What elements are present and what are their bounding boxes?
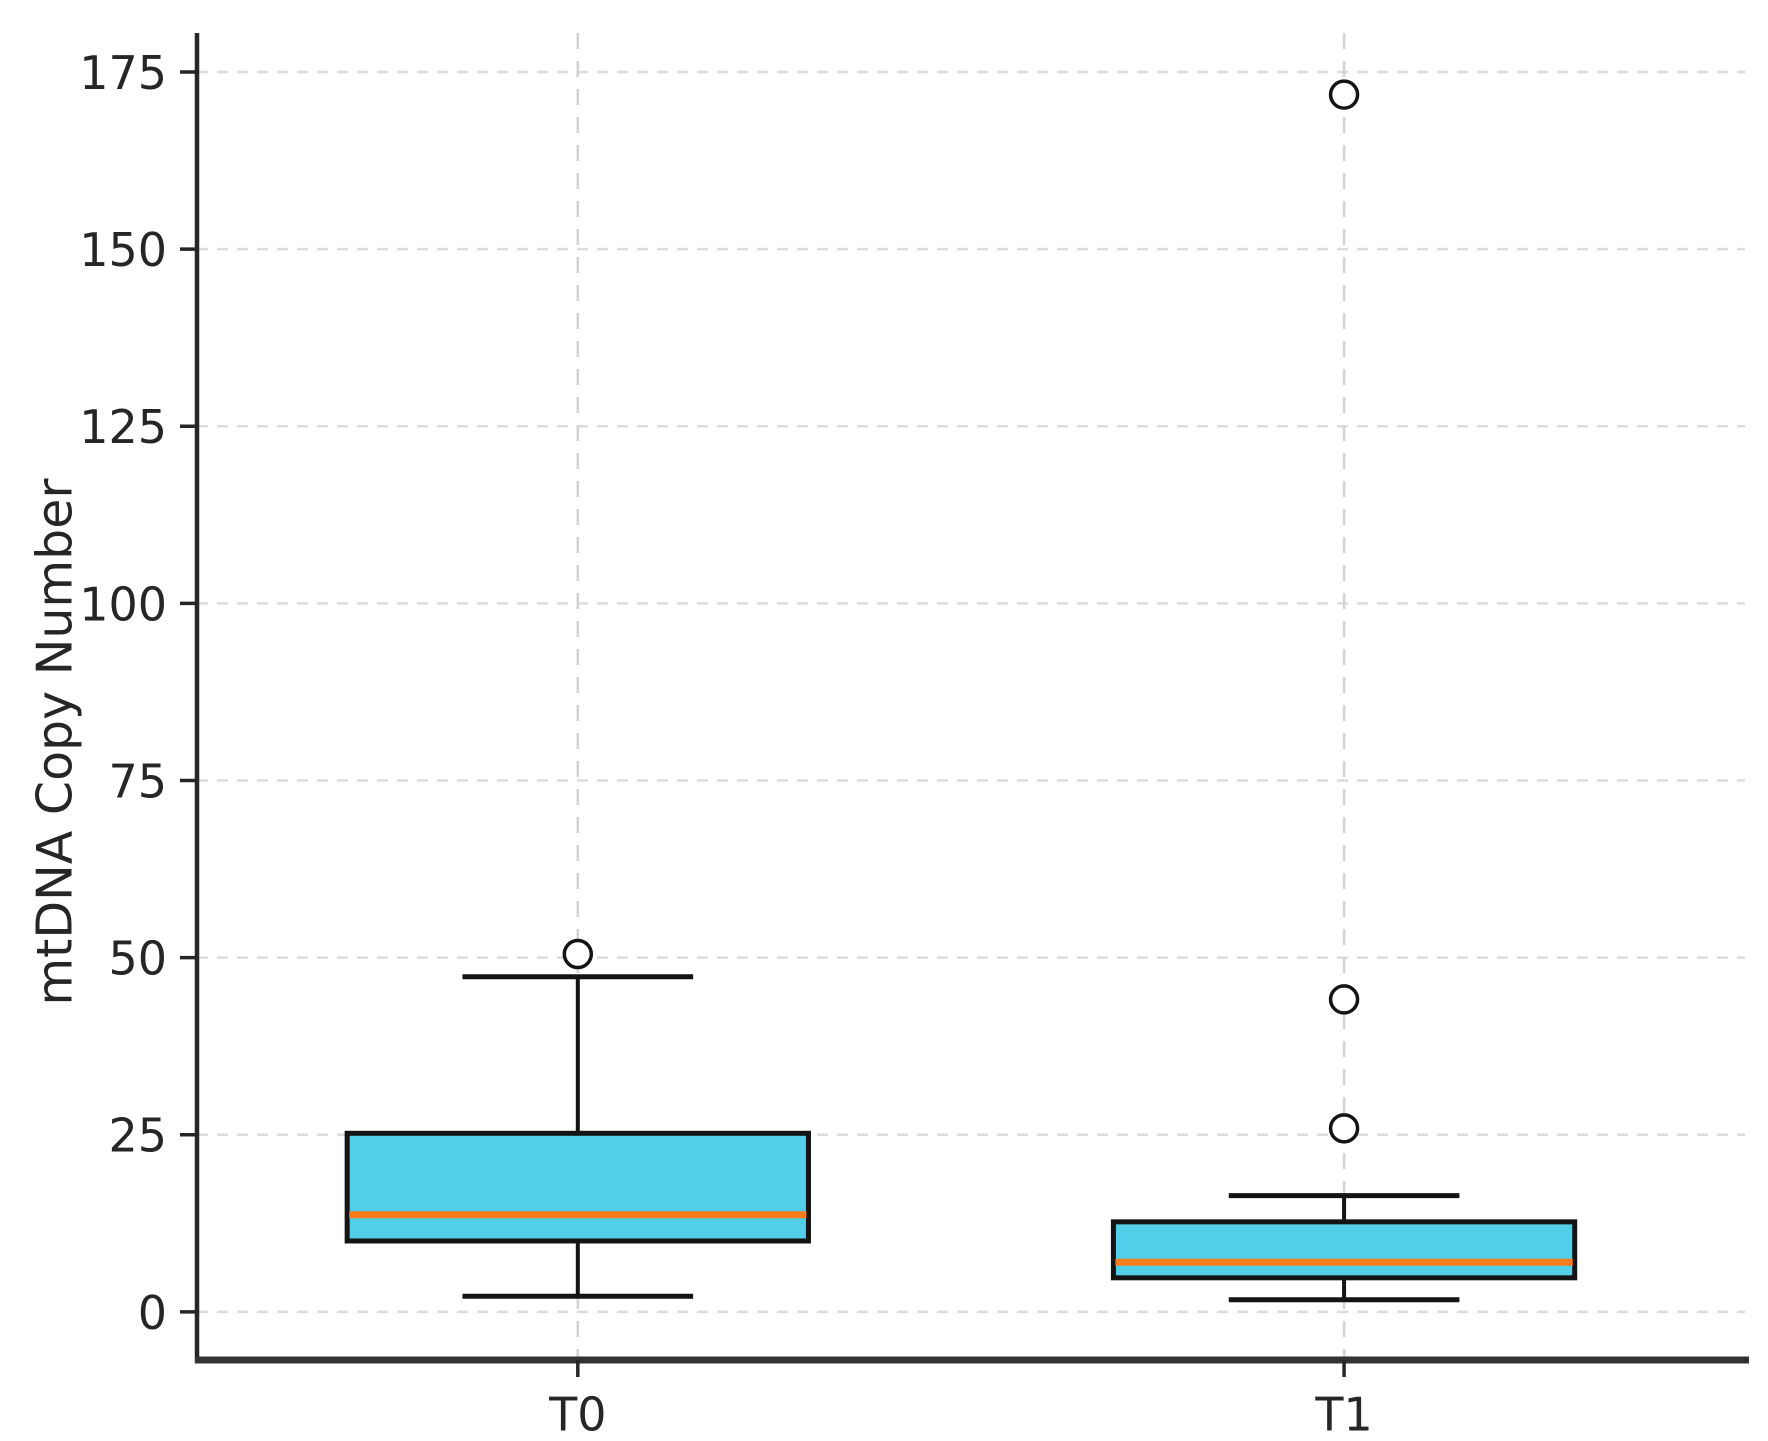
outlier-marker-T1 <box>1328 79 1360 110</box>
y-tick-label: 0 <box>138 1286 167 1340</box>
y-tick-label: 125 <box>79 400 167 454</box>
outlier-marker-T1 <box>1328 1113 1360 1144</box>
box-T1 <box>1110 1219 1578 1281</box>
y-tick-label: 150 <box>79 223 167 277</box>
outlier-marker-T0 <box>562 938 594 970</box>
y-tick-label: 25 <box>108 1109 167 1163</box>
y-tick-label: 100 <box>79 577 167 631</box>
y-tick-label: 175 <box>79 46 167 100</box>
x-tick-label: T1 <box>1314 1387 1372 1441</box>
y-tick-label: 50 <box>108 932 167 986</box>
box-T0 <box>344 1130 811 1244</box>
y-axis-title: mtDNA Copy Number <box>26 478 84 1006</box>
x-tick-label: T0 <box>548 1387 606 1441</box>
y-tick-label: 75 <box>108 754 167 808</box>
outlier-marker-T1 <box>1328 984 1360 1015</box>
